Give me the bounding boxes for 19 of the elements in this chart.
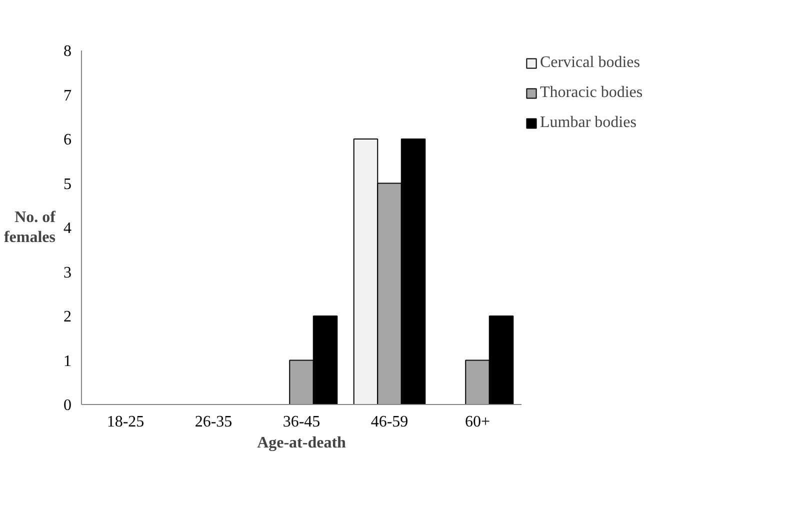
legend-label: Lumbar bodies	[540, 114, 636, 132]
x-axis-title: Age-at-death	[257, 434, 346, 452]
y-tick-label: 8	[64, 43, 72, 60]
y-tick-label: 5	[64, 176, 72, 193]
x-tick-label: 60+	[464, 414, 490, 430]
y-tick-label: 2	[64, 308, 72, 326]
x-tick-label: 36-45	[282, 414, 320, 430]
legend-label: Cervical bodies	[540, 54, 640, 72]
y-tick-label: 0	[64, 397, 72, 414]
legend-label: Thoracic bodies	[540, 84, 643, 102]
x-tick-label: 18-25	[106, 414, 144, 430]
x-tick-label: 26-35	[194, 414, 232, 430]
y-tick-label: 1	[64, 352, 72, 370]
x-tick-label: 46-59	[370, 414, 408, 430]
y-tick-label: 7	[64, 87, 72, 104]
y-axis-title: No. of females	[4, 208, 56, 246]
y-tick-label: 3	[64, 264, 72, 282]
y-tick-label: 6	[64, 132, 72, 148]
y-tick-label: 4	[64, 220, 72, 237]
